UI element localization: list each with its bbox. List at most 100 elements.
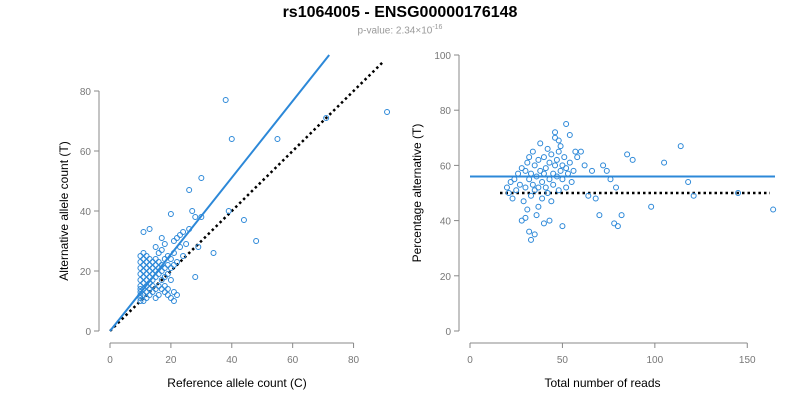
left-data-point — [210, 250, 217, 256]
right-data-point — [537, 167, 544, 174]
right-data-point — [559, 176, 566, 183]
left-data-point — [222, 97, 229, 103]
right-data-point — [589, 167, 595, 174]
right-data-point — [540, 170, 547, 177]
left-data-point — [155, 283, 162, 289]
right-data-point — [540, 220, 547, 227]
right-data-point — [542, 165, 549, 172]
right-data-point — [528, 170, 534, 177]
left-data-point — [140, 274, 147, 280]
right-data-point — [596, 212, 603, 219]
right-data-point — [553, 173, 560, 180]
left-data-point — [384, 109, 391, 115]
left-data-point — [140, 250, 147, 256]
right-data-point — [544, 190, 551, 196]
right-data-point — [535, 184, 542, 191]
right-data-point — [535, 203, 542, 210]
left-data-point — [143, 253, 150, 259]
left-data-point — [152, 295, 159, 301]
right-data-point — [548, 198, 555, 205]
left-data-point — [152, 274, 159, 280]
right-data-point — [690, 192, 697, 199]
left-data-point — [161, 274, 168, 280]
right-x-axis-label: Total number of reads — [544, 376, 660, 390]
right-data-point — [550, 170, 557, 177]
right-data-point — [513, 187, 520, 194]
left-data-point — [155, 271, 162, 277]
right-data-point — [546, 217, 553, 224]
left-data-point — [180, 229, 187, 235]
right-data-point — [520, 198, 527, 205]
right-data-point — [535, 156, 542, 163]
right-data-point — [511, 176, 518, 183]
right-data-point — [553, 156, 560, 163]
left-x-tick-label: 80 — [348, 355, 360, 366]
left-data-point — [228, 136, 235, 142]
left-data-point — [140, 292, 147, 298]
left-data-point — [173, 235, 180, 241]
right-data-point — [507, 178, 514, 185]
left-data-point — [146, 262, 153, 268]
right-data-point — [544, 145, 551, 152]
right-data-point — [581, 162, 588, 169]
left-data-point — [164, 253, 171, 259]
left-data-point — [140, 280, 147, 286]
right-data-point — [537, 140, 544, 147]
right-data-point — [735, 190, 742, 196]
left-data-point — [137, 283, 144, 289]
right-x-tick-label: 100 — [647, 355, 664, 366]
left-data-point — [155, 259, 162, 265]
left-data-point — [170, 298, 177, 304]
left-data-point — [195, 244, 202, 250]
left-x-axis-label: Reference allele count (C) — [167, 376, 306, 390]
left-data-point — [152, 256, 159, 262]
left-reference-line — [109, 60, 385, 332]
right-data-point — [572, 148, 579, 155]
right-data-point — [600, 162, 607, 169]
left-data-point — [186, 187, 193, 193]
left-data-point — [189, 208, 196, 214]
left-y-tick-label: 20 — [80, 267, 92, 278]
right-data-point — [552, 162, 559, 169]
right-data-point — [563, 121, 570, 127]
right-data-point — [533, 173, 540, 180]
chart-title: rs1064005 - ENSG00000176148 — [282, 4, 518, 21]
left-data-point — [143, 277, 150, 283]
left-data-point — [177, 244, 184, 250]
right-data-point — [542, 184, 549, 191]
right-data-point — [528, 236, 534, 243]
right-data-point — [557, 167, 564, 174]
left-data-point — [192, 274, 199, 280]
left-data-point — [149, 283, 156, 289]
right-data-point — [648, 203, 655, 210]
left-data-point — [155, 250, 162, 256]
left-plot: 0 20 40 60 80 0 20 40 60 80 Reference allele count… — [57, 54, 391, 390]
left-y-tick-label: 60 — [80, 147, 92, 158]
left-data-point — [137, 271, 144, 277]
left-data-point — [161, 265, 168, 271]
right-data-point — [526, 176, 533, 183]
right-data-point — [561, 154, 568, 161]
right-data-point — [546, 176, 553, 183]
right-data-point — [531, 231, 538, 238]
left-data-point — [164, 286, 171, 292]
left-data-point — [143, 289, 150, 295]
right-data-point — [522, 184, 529, 191]
right-data-point — [592, 195, 599, 202]
left-x-tick-label: 40 — [226, 355, 238, 366]
right-data-point — [555, 137, 562, 144]
right-plot: 0 50 100 150 0 20 40 60 80 100 Total number of rea… — [410, 51, 777, 390]
right-x-tick-label: 0 — [467, 355, 473, 366]
left-data-point — [137, 286, 144, 292]
left-data-point — [143, 283, 150, 289]
left-data-point — [323, 115, 330, 121]
right-data-point — [685, 178, 692, 185]
left-data-point — [146, 274, 153, 280]
left-data-point — [146, 226, 153, 232]
left-y-tick-label: 80 — [80, 87, 92, 98]
left-data-point — [158, 277, 165, 283]
left-data-point — [137, 253, 144, 259]
left-data-point — [149, 265, 156, 271]
